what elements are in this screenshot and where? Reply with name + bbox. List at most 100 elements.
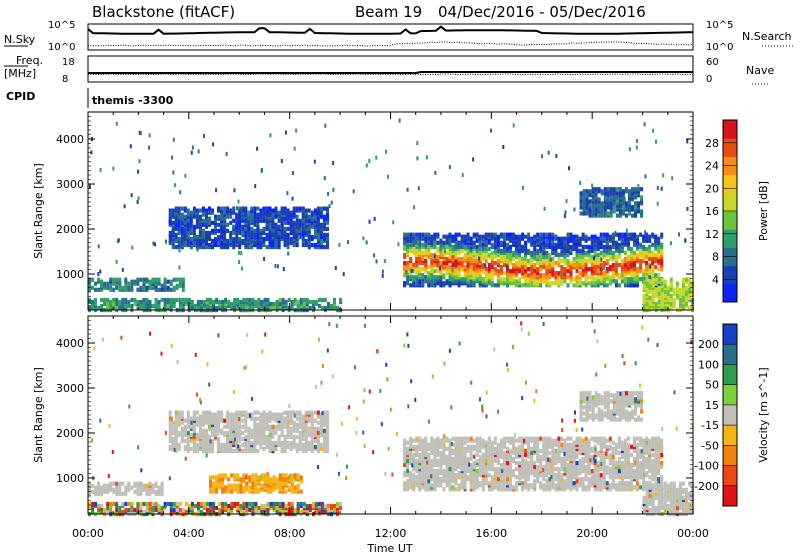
velocity-cell [112,487,116,492]
power-cell [582,201,586,206]
power-cell [274,214,278,219]
power-cell [618,187,622,192]
velocity-cell [220,428,224,433]
velocity-cell [230,505,234,511]
power-cell [631,204,634,209]
power-cell [628,211,631,216]
power-cell [301,230,305,235]
power-cell [460,277,464,282]
power-cell [648,275,652,280]
velocity-cell [272,485,276,490]
power-cell [636,234,639,239]
power-cell [169,297,173,303]
velocity-cell [250,428,254,433]
power-cell [454,232,458,237]
power-cell [212,142,215,147]
power-cell [621,205,625,210]
velocity-cell [442,469,446,474]
power-cell [229,210,233,215]
power-cell [515,260,518,266]
power-cell [569,248,573,253]
velocity-cell [274,412,278,417]
power-cell [656,185,659,190]
power-cell [596,279,600,284]
power-cell [635,145,638,150]
power-cell [88,305,91,311]
velocity-cell [106,501,110,507]
power-cell [412,263,416,268]
velocity-cell [160,481,164,486]
power-cell [90,150,93,155]
power-cell [292,206,296,211]
velocity-cell [403,462,407,468]
power-cell [323,176,326,181]
velocity-cell [269,501,273,507]
power-cell [275,299,279,305]
velocity-cell [427,442,431,447]
power-cell [648,256,652,262]
power-cell [256,245,260,250]
power-cell [157,277,161,282]
power-cell [636,267,639,272]
power-cell [645,301,649,307]
power-cell [241,238,245,244]
velocity-cell [406,440,410,445]
power-cell [596,256,600,262]
cpid-label: CPID [6,90,35,103]
power-cell [262,236,266,242]
power-cell [121,285,125,290]
power-cell [663,283,667,288]
power-cell [260,305,264,311]
power-cell [499,232,503,237]
velocity-cell [418,442,422,447]
power-cell [253,206,257,211]
velocity-cell [436,469,440,474]
power-cell [266,219,269,224]
velocity-cell [295,416,299,421]
power-cell [304,224,308,229]
velocity-cell [127,481,131,486]
power-cell [548,252,552,257]
colorbar-segment [723,192,737,212]
power-cell [287,251,290,256]
velocity-cell [330,503,333,509]
power-cell [235,212,239,217]
power-cell [444,249,446,254]
power-cell [617,246,621,251]
power-cell [142,277,146,282]
power-cell [403,267,407,272]
power-cell [566,275,570,280]
power-cell [639,242,643,247]
velocity-cell [448,475,452,480]
velocity-cell [409,471,413,476]
power-cell [403,232,407,237]
power-cell [256,146,259,151]
power-cell [142,297,146,303]
velocity-cell [317,501,321,507]
power-cell [539,273,543,278]
power-cell [439,260,443,266]
power-cell [183,220,187,225]
power-cell [226,206,230,211]
power-cell [442,252,446,257]
power-cell [301,236,305,242]
power-cell [278,297,282,303]
velocity-cell [421,467,425,472]
power-cell [454,279,458,284]
velocity-cell [269,487,273,492]
velocity-cell [115,501,119,507]
power-cell [608,265,612,270]
power-cell [365,163,368,168]
power-cell [582,205,586,210]
velocity-cell [217,414,221,419]
power-cell [642,293,646,298]
power-cell [509,269,512,274]
power-cell [145,297,149,303]
power-cell [582,197,586,202]
power-cell [591,207,595,212]
power-cell [527,236,531,241]
power-cell [121,267,124,272]
power-cell [624,201,628,206]
velocity-cell [284,489,288,494]
velocity-cell [233,473,237,478]
